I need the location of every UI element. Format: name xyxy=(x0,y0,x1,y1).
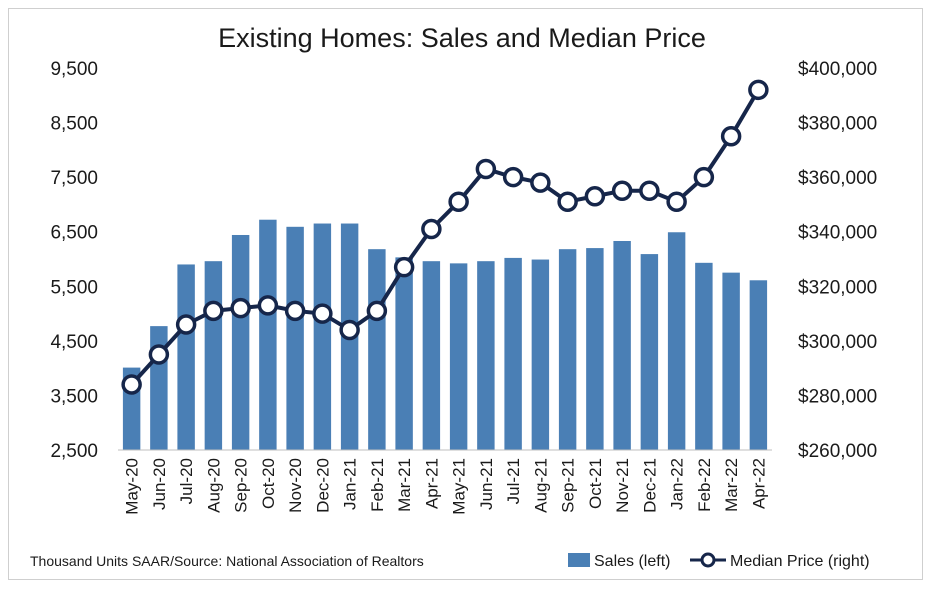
legend: Sales (left) Median Price (right) xyxy=(568,552,870,570)
x-tick-label: Oct-20 xyxy=(259,458,278,509)
price-marker-Oct-20 xyxy=(257,295,279,316)
x-tick-label: Jan-21 xyxy=(341,458,360,510)
price-marker-Jan-22 xyxy=(666,191,687,212)
sales-bar-Apr-22 xyxy=(749,280,768,450)
x-tick-label: Feb-22 xyxy=(695,458,714,512)
x-tick-label: May-21 xyxy=(450,458,469,515)
right-tick-label: $400,000 xyxy=(798,59,877,80)
sales-bar-Dec-20 xyxy=(313,223,332,450)
right-tick-label: $340,000 xyxy=(798,223,877,244)
x-tick-label: Jul-20 xyxy=(177,458,196,504)
price-marker-Mar-21 xyxy=(393,256,415,278)
price-marker-Jan-21 xyxy=(339,319,360,341)
right-tick-label: $380,000 xyxy=(798,114,877,135)
x-tick-label: Apr-22 xyxy=(749,458,768,509)
x-tick-label: Dec-20 xyxy=(313,458,332,513)
price-marker-Apr-22 xyxy=(748,79,769,101)
x-tick-label: Feb-21 xyxy=(368,458,387,512)
right-tick-label: $320,000 xyxy=(798,277,877,298)
right-axis: $260,000 $280,000 $300,000 $320,000 $340,000… xyxy=(798,59,877,462)
price-marker-Dec-21 xyxy=(639,180,660,202)
chart-title: Existing Homes: Sales and Median Price xyxy=(218,23,706,53)
sales-bar-Dec-21 xyxy=(640,254,659,450)
left-tick-label: 7,500 xyxy=(50,168,98,189)
price-marker-Nov-20 xyxy=(284,300,306,322)
price-marker-Sep-21 xyxy=(557,191,578,212)
x-tick-label: Jun-20 xyxy=(150,458,169,510)
price-marker-Feb-22 xyxy=(693,166,715,188)
sales-bar-Jun-21 xyxy=(477,261,495,450)
x-axis: May-20 Jun-20 Jul-20 Aug-20 Sep-20 Oct-20 Nov-… xyxy=(123,458,769,515)
sales-bar-Apr-21 xyxy=(422,261,441,450)
price-marker-May-21 xyxy=(448,191,469,212)
sales-bar-Aug-20 xyxy=(204,261,223,450)
sales-bar-Nov-21 xyxy=(613,240,631,450)
x-tick-label: Jul-21 xyxy=(504,458,523,504)
x-tick-label: Jan-22 xyxy=(668,458,687,510)
sales-bar-Aug-21 xyxy=(531,259,550,450)
x-tick-label: May-20 xyxy=(123,458,142,515)
price-marker-Feb-21 xyxy=(366,300,388,322)
x-tick-label: Jun-21 xyxy=(477,458,496,510)
price-marker-Jun-20 xyxy=(148,344,170,365)
x-tick-label: Sep-20 xyxy=(232,458,251,513)
left-axis: 2,500 3,500 4,500 5,500 6,500 7,500 8,500 9,500 xyxy=(50,59,98,462)
x-tick-label: Oct-21 xyxy=(586,458,605,509)
legend-sales-label: Sales (left) xyxy=(594,553,670,570)
legend-bar-swatch xyxy=(568,553,590,567)
x-tick-label: Mar-22 xyxy=(722,458,741,512)
right-tick-label: $260,000 xyxy=(798,441,877,462)
price-marker-Jun-21 xyxy=(475,158,497,180)
left-tick-label: 6,500 xyxy=(50,223,98,244)
sales-bar-Mar-22 xyxy=(722,272,740,450)
left-tick-label: 3,500 xyxy=(50,386,98,407)
price-marker-Nov-21 xyxy=(611,180,633,202)
line-series xyxy=(121,79,769,395)
legend-marker-icon xyxy=(700,552,716,568)
sales-bar-Feb-21 xyxy=(368,249,386,450)
price-marker-Aug-20 xyxy=(203,300,224,322)
price-marker-Mar-22 xyxy=(720,125,742,147)
price-marker-Oct-21 xyxy=(584,185,606,207)
x-tick-label: Nov-20 xyxy=(286,458,305,513)
legend-price-label: Median Price (right) xyxy=(730,553,870,570)
right-tick-label: $360,000 xyxy=(798,168,877,189)
left-tick-label: 4,500 xyxy=(50,332,98,353)
sales-bar-Oct-21 xyxy=(586,248,604,450)
x-tick-label: Apr-21 xyxy=(422,458,441,509)
right-tick-label: $300,000 xyxy=(798,332,877,353)
price-marker-Dec-20 xyxy=(312,303,333,324)
sales-bar-Feb-22 xyxy=(695,262,713,450)
sales-bar-Oct-20 xyxy=(259,219,277,450)
right-tick-label: $280,000 xyxy=(798,386,877,407)
sales-bar-Jul-21 xyxy=(504,257,522,450)
sales-bar-Mar-21 xyxy=(395,257,413,450)
sales-bar-Sep-20 xyxy=(231,234,250,450)
x-tick-label: Mar-21 xyxy=(395,458,414,512)
price-marker-Apr-21 xyxy=(421,218,442,240)
bar-series xyxy=(122,219,768,450)
price-marker-Jul-21 xyxy=(502,166,524,188)
price-marker-May-20 xyxy=(121,374,142,395)
x-tick-label: Nov-21 xyxy=(613,458,632,513)
sales-bar-Jul-20 xyxy=(177,264,195,450)
x-tick-label: Dec-21 xyxy=(640,458,659,513)
footnote: Thousand Units SAAR/Source: National Ass… xyxy=(30,553,424,569)
left-tick-label: 9,500 xyxy=(50,59,98,80)
sales-bar-Nov-20 xyxy=(286,226,304,450)
sales-bar-May-21 xyxy=(449,263,468,450)
sales-bar-Sep-21 xyxy=(558,249,577,450)
median-price-line xyxy=(130,88,761,386)
price-marker-Sep-20 xyxy=(230,297,251,319)
x-tick-label: Aug-20 xyxy=(204,458,223,513)
left-tick-label: 5,500 xyxy=(50,277,98,298)
x-tick-label: Sep-21 xyxy=(559,458,578,513)
x-tick-label: Aug-21 xyxy=(531,458,550,513)
price-marker-Jul-20 xyxy=(175,314,197,335)
price-marker-Aug-21 xyxy=(530,172,551,193)
left-tick-label: 2,500 xyxy=(50,441,98,462)
sales-bar-Jan-22 xyxy=(667,232,686,450)
left-tick-label: 8,500 xyxy=(50,114,98,135)
